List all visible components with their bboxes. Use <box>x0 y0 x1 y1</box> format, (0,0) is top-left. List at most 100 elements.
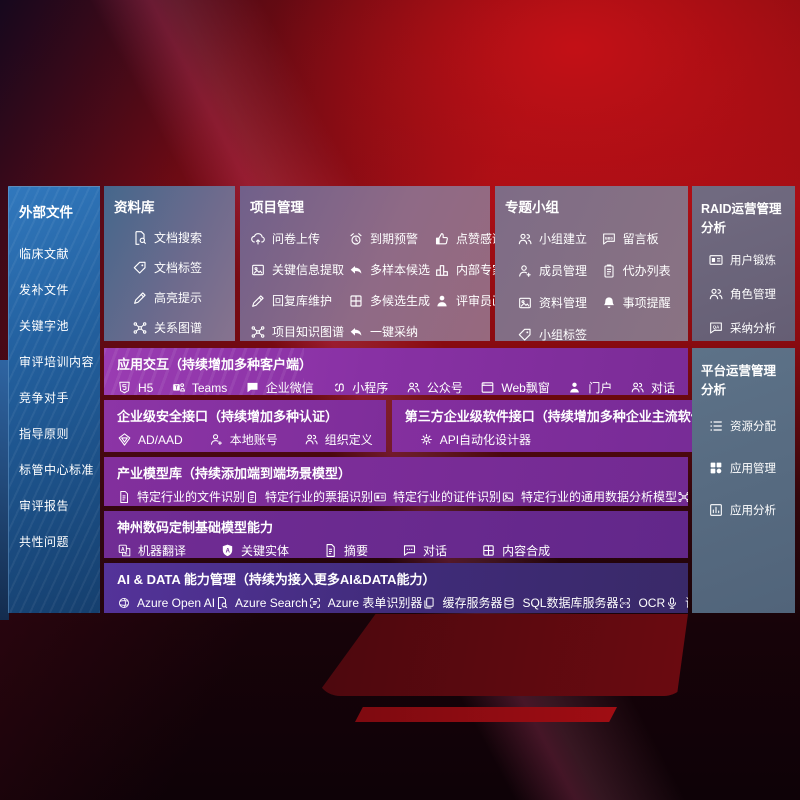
client-label: 公众号 <box>426 381 463 395</box>
feature-label: 多样本候选 <box>370 263 431 277</box>
model-label: 特定行业的证件识别 <box>393 490 502 504</box>
group-create-icon <box>517 231 533 247</box>
panel-title: 资料库 <box>114 200 155 215</box>
panel-title: 项目管理 <box>250 200 304 215</box>
analysis-item: 用户锻炼 <box>708 252 786 268</box>
auth-label: AD/AAD <box>138 432 183 447</box>
capability-item: 内容合成 <box>481 542 550 558</box>
capability-label: 对话 <box>423 544 448 558</box>
platform-analysis-panel: 平台运营管理分析 资源分配 应用管理 应用分析 <box>692 348 795 613</box>
auth-item: AD/AAD <box>117 432 183 447</box>
official-account-icon <box>406 380 421 395</box>
form-recognizer-icon <box>308 596 322 610</box>
client-label: 对话 <box>650 381 675 395</box>
sidebar-item-review-training: 审评培训内容 <box>19 355 95 369</box>
key-entity-icon <box>220 543 235 558</box>
feature-label: 留言板 <box>622 232 659 246</box>
feature-label: 点赞感谢 <box>456 232 505 246</box>
file-recognition-icon <box>117 490 131 504</box>
api-designer-icon <box>419 432 434 447</box>
web-popup-icon <box>480 380 495 395</box>
row-title: AI & DATA 能力管理（持续为接入更多AI&DATA能力） <box>117 572 436 587</box>
teams-icon <box>171 380 186 395</box>
app-analysis-icon <box>708 502 724 518</box>
group-tag-icon <box>517 327 533 343</box>
key-info-extract-icon <box>250 262 266 278</box>
sidebar-item-clinical-literature: 临床文献 <box>19 247 70 261</box>
auth-label: 组织定义 <box>324 433 373 447</box>
model-item: 特定行业的通用数据分析模型 <box>501 488 677 505</box>
feature-label: 文档搜索 <box>154 231 203 245</box>
api-label: API自动化设计器 <box>439 433 532 447</box>
cache-server-icon <box>422 596 436 610</box>
feature-item: 小组建立 <box>517 230 601 247</box>
ad-aad-icon <box>117 432 132 447</box>
panel-title: RAID运营管理分析 <box>701 202 782 235</box>
speech-understanding-icon <box>665 596 679 610</box>
auth-item: 本地账号 <box>209 431 278 448</box>
service-label: 语音理解 <box>685 594 688 611</box>
org-define-icon <box>304 432 319 447</box>
multi-sample-icon <box>348 262 364 278</box>
feature-item: 问卷上传 <box>250 230 344 247</box>
highlight-icon <box>132 290 148 306</box>
feature-label: 高亮提示 <box>154 291 203 305</box>
auth-item: 组织定义 <box>304 431 373 448</box>
client-label: 企业微信 <box>265 381 314 395</box>
miniprogram-icon <box>331 380 346 395</box>
analysis-label: 应用管理 <box>730 463 776 475</box>
expert-ranking-icon <box>434 262 450 278</box>
client-label: Teams <box>191 380 228 395</box>
service-item: OCR <box>618 596 665 610</box>
feature-item: 一键采纳 <box>348 323 430 340</box>
project-management-panel: 项目管理 问卷上传 到期预警 点赞感谢 关键信息提取 多样本候选 内部专家排名 … <box>240 186 528 341</box>
dialog-icon <box>630 380 645 395</box>
security-interface-box: 企业级安全接口（持续增加多种认证） AD/AAD 本地账号 组织定义 <box>104 400 386 452</box>
feature-label: 到期预警 <box>370 232 419 246</box>
h5-icon <box>117 380 132 395</box>
azure-search-icon <box>215 596 229 610</box>
feature-item: 点赞感谢 <box>434 230 528 247</box>
sidebar-item-review-reports: 审评报告 <box>19 499 70 513</box>
row-title: 应用交互（持续增加多种客户端） <box>117 357 313 372</box>
feature-item: 文档搜索 <box>132 229 225 246</box>
material-manage-icon <box>517 295 533 311</box>
service-label: 缓存服务器 <box>442 596 503 610</box>
feature-label: 回复库维护 <box>272 294 333 308</box>
feature-label: 多候选生成 <box>370 294 431 308</box>
doc-tag-icon <box>132 260 148 276</box>
analysis-item: 应用分析 <box>708 502 786 518</box>
panel-title: 外部文件 <box>19 205 73 220</box>
feature-item: 文档标签 <box>132 259 225 276</box>
dc-base-model-row: 神州数码定制基础模型能力 机器翻译 关键实体 摘要 对话 内容合成 <box>104 511 688 558</box>
ocr-icon <box>618 596 632 610</box>
external-files-panel: 外部文件 临床文献 发补文件 关键字池 审评培训内容 竞争对手 指导原则 标管中… <box>8 186 100 613</box>
message-board-icon <box>601 231 617 247</box>
reply-maintain-icon <box>250 293 266 309</box>
feature-item: 高亮提示 <box>132 289 225 306</box>
feature-item: 项目知识图谱 <box>250 323 344 340</box>
feature-item: 关系图谱 <box>132 319 225 336</box>
project-graph-icon <box>250 324 266 340</box>
knowledge-graph-model-icon <box>677 490 688 504</box>
doc-search-icon <box>132 230 148 246</box>
feature-label: 项目知识图谱 <box>272 325 345 339</box>
sidebar-item-supplement-files: 发补文件 <box>19 283 70 297</box>
client-item: Web飘窗 <box>480 379 550 395</box>
feature-label: 关系图谱 <box>154 321 203 335</box>
service-label: Azure Open AI <box>137 595 216 610</box>
chat-icon <box>402 543 417 558</box>
topic-group-panel: 专题小组 小组建立 留言板 成员管理 代办列表 资料管理 事项提醒 小组标签 <box>495 186 688 343</box>
model-label: 特定行业的文件识别 <box>137 490 246 504</box>
client-label: H5 <box>138 380 154 395</box>
questionnaire-upload-icon <box>250 231 266 247</box>
capability-label: 关键实体 <box>241 544 290 558</box>
relation-graph-icon <box>132 320 148 336</box>
analysis-item: 应用管理 <box>708 460 786 476</box>
invoice-recognition-icon <box>245 490 259 504</box>
panel-title: 专题小组 <box>505 200 559 215</box>
wecom-icon <box>245 380 260 395</box>
feature-label: 资料管理 <box>539 296 588 310</box>
sidebar-item-common-issues: 共性问题 <box>19 535 70 549</box>
client-item: H5 <box>117 380 153 395</box>
